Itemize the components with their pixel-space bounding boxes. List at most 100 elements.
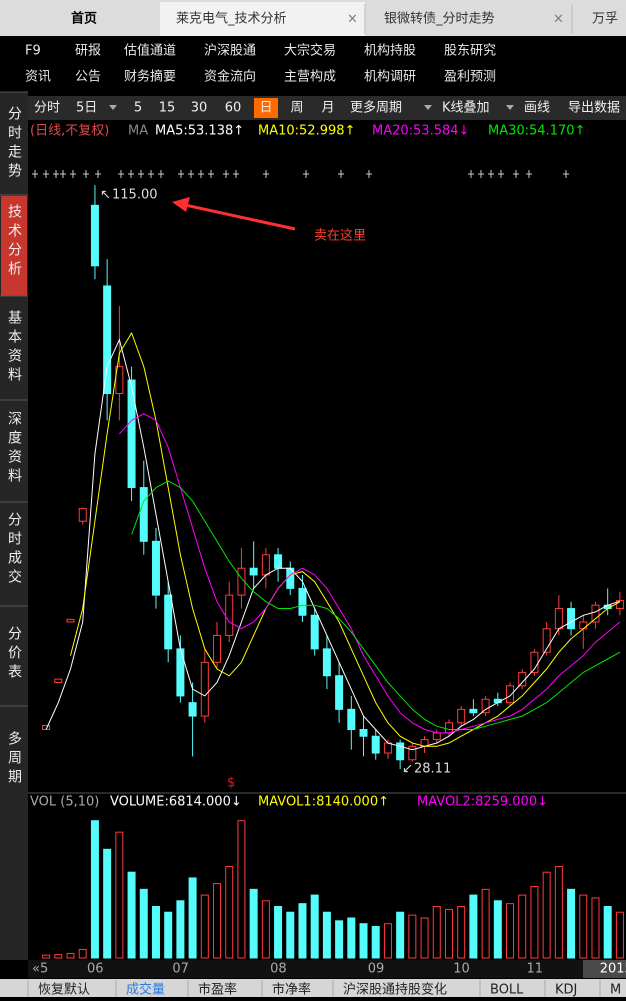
side-tab[interactable]: 深度资料 (6, 411, 22, 487)
volume-bar (383, 923, 392, 959)
volume-bar (469, 894, 478, 959)
volume-legend: VOLUME:6814.000↓ (110, 795, 242, 810)
toolbar-button[interactable]: 5日 (76, 101, 97, 116)
close-icon[interactable]: × (347, 12, 358, 27)
dropdown-icon (506, 105, 514, 110)
bottom-tab[interactable]: 市净率 (272, 982, 311, 998)
x-tick-label: 07 (172, 962, 189, 977)
volume-bar (603, 906, 612, 959)
side-tab[interactable]: 分时成交 (6, 512, 22, 588)
menu-item[interactable]: 资金流向 (204, 69, 256, 85)
volume-bar (286, 911, 295, 959)
tab-label[interactable]: 万孚 (592, 12, 618, 27)
volume-bar (176, 900, 185, 959)
volume-bar (542, 871, 551, 959)
menu-item[interactable]: 主营构成 (284, 70, 336, 85)
toolbar-button[interactable]: K线叠加 (442, 101, 490, 116)
legend-entry: MA30:54.170↑ (488, 124, 585, 139)
bottom-tab[interactable]: BOLL (490, 983, 524, 998)
menu-item[interactable]: 大宗交易 (284, 43, 336, 59)
candle-body (567, 608, 576, 630)
menu-item[interactable]: 盈利预测 (444, 70, 496, 85)
volume-bar (261, 900, 270, 959)
menu-item[interactable]: 机构持股 (364, 44, 416, 59)
volume-bar (127, 871, 136, 959)
menu-item[interactable]: 股东研究 (444, 44, 496, 59)
toolbar-button[interactable]: 30 (191, 101, 208, 116)
volume-bar (444, 908, 453, 959)
toolbar-button[interactable]: 分时 (34, 101, 60, 116)
candle-body (225, 594, 234, 636)
bottom-tab[interactable]: M (610, 983, 621, 998)
volume-bar (103, 848, 112, 959)
arrowhead (172, 197, 190, 212)
volume-bar (188, 877, 197, 959)
toolbar-button[interactable]: 更多周期 (350, 100, 402, 116)
candle-body (396, 742, 405, 761)
candle-body (151, 540, 160, 596)
volume-bar (530, 886, 539, 959)
candle-body (139, 487, 148, 542)
menu-item[interactable]: 研报 (75, 44, 101, 59)
menu-item[interactable]: 估值通道 (124, 43, 176, 59)
candle-body (298, 587, 307, 616)
volume-bar (518, 894, 527, 959)
active-button (254, 98, 278, 118)
toolbar-button[interactable]: 日 (259, 101, 272, 116)
arrow-icon: ↖ (100, 188, 111, 203)
menu-item[interactable]: 财务摘要 (124, 69, 176, 85)
candle-body (164, 594, 173, 650)
ma-line (45, 338, 621, 751)
toolbar (28, 96, 626, 120)
bottom-tab[interactable]: 沪深股通持股变化 (343, 982, 447, 998)
side-tab[interactable]: 技术分析 (6, 204, 22, 280)
side-tab[interactable]: 多周期 (6, 730, 22, 788)
volume-bar (457, 906, 466, 959)
close-icon[interactable]: × (553, 12, 564, 27)
side-tab[interactable]: 基本资料 (6, 309, 22, 386)
menu-item[interactable]: 资讯 (25, 70, 51, 85)
side-tab[interactable]: 分时走势 (6, 106, 22, 182)
bottom-tab[interactable]: 成交量 (126, 982, 165, 998)
candle-body (408, 745, 417, 761)
toolbar-button[interactable]: 月 (321, 101, 334, 116)
axis-prefix[interactable]: «5 (32, 962, 48, 977)
candle-body (615, 599, 624, 610)
menu-item[interactable]: F9 (25, 44, 41, 59)
ma-label: MA (128, 124, 148, 139)
toolbar-button[interactable]: 5 (134, 101, 142, 116)
bottom-tab-bar (0, 979, 626, 997)
volume-bar (335, 920, 344, 959)
menu-item[interactable]: 沪深股通 (204, 43, 256, 59)
x-tick-label: 06 (87, 962, 104, 977)
toolbar-button[interactable]: 15 (159, 101, 176, 116)
note: 卖在这里 (314, 228, 366, 244)
menu-item[interactable]: 公告 (75, 70, 101, 85)
bottom-tab[interactable]: 恢复默认 (38, 982, 90, 998)
volume-bar (567, 888, 576, 959)
tab-label[interactable]: 银微转债_分时走势 (384, 11, 495, 27)
candle-body (322, 648, 331, 677)
volume-bar (237, 820, 246, 959)
volume-title: VOL (5,10) (30, 795, 99, 810)
active-side-tab (1, 196, 27, 296)
volume-bar (432, 906, 441, 959)
candle-body (261, 554, 270, 576)
toolbar-button[interactable]: 60 (225, 101, 242, 116)
bottom-tab[interactable]: KDJ (555, 983, 577, 998)
bottom-tab[interactable]: 市盈率 (198, 982, 237, 998)
candle-body (310, 614, 319, 650)
volume-bar (54, 954, 63, 959)
marker: $ (227, 776, 235, 791)
tab-label[interactable]: 首页 (71, 11, 97, 27)
side-tab[interactable]: 分价表 (6, 626, 22, 683)
toolbar-button[interactable]: 画线 (524, 101, 550, 116)
menu-item[interactable]: 机构调研 (364, 70, 416, 85)
toolbar-button[interactable]: 周 (290, 101, 303, 116)
candle-body (188, 702, 197, 717)
tab-label[interactable]: 莱克电气_技术分析 (176, 11, 287, 27)
toolbar-button[interactable]: 导出数据 (568, 101, 620, 116)
volume-bar (396, 911, 405, 959)
